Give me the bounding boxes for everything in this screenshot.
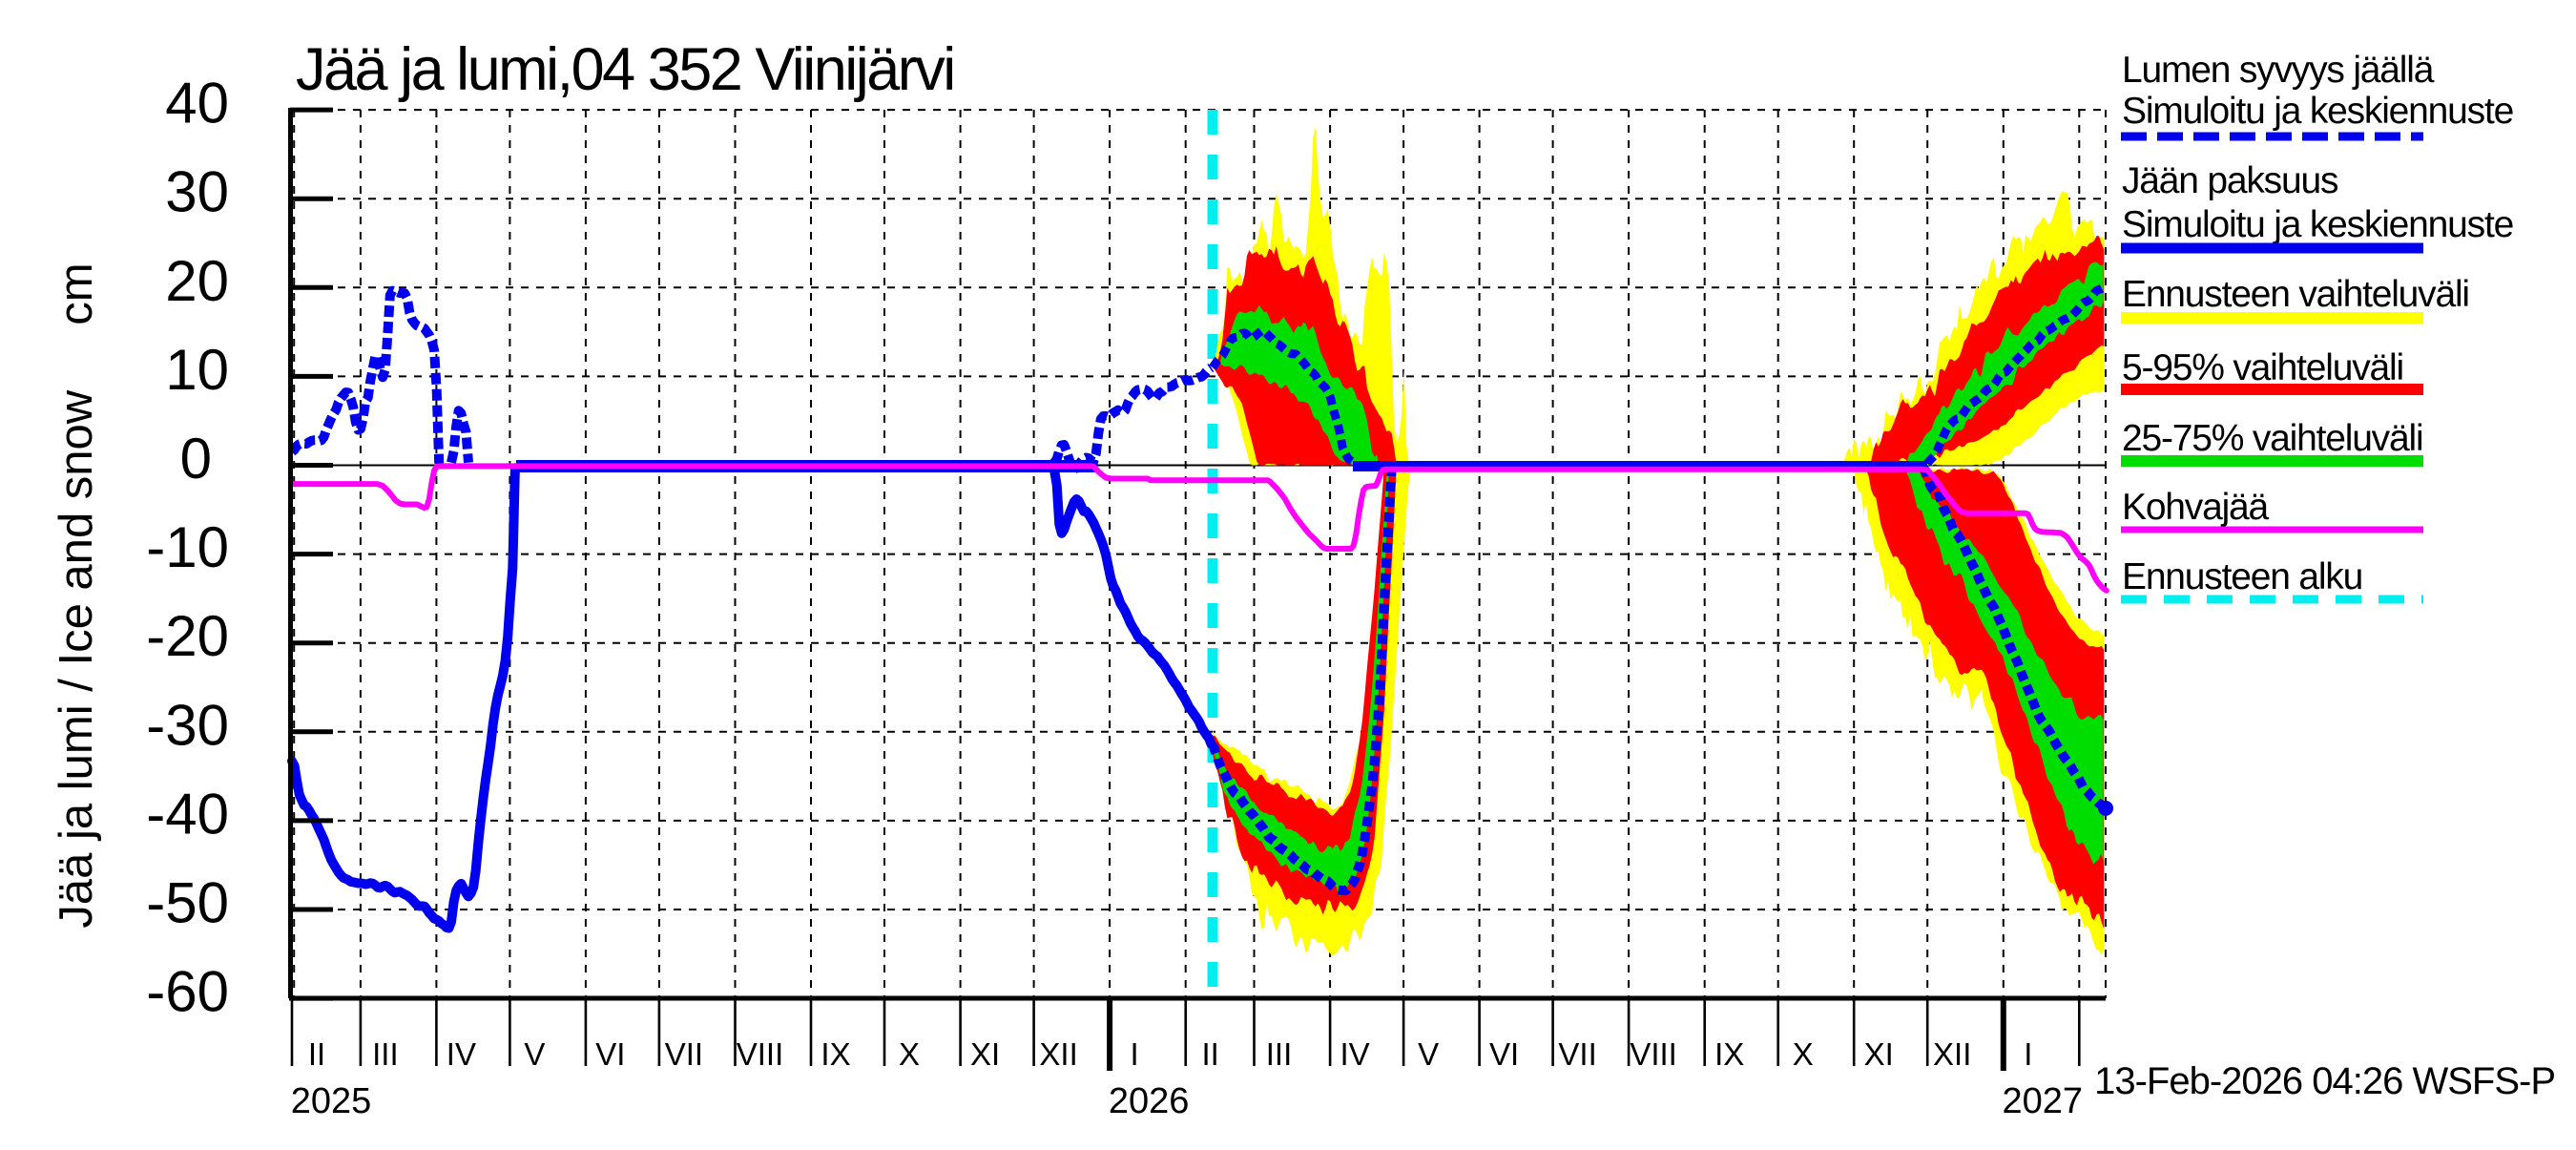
svg-text:Kohvajää: Kohvajää <box>2122 487 2270 528</box>
svg-text:X: X <box>1793 1036 1814 1072</box>
svg-text:Ennusteen vaihteluväli: Ennusteen vaihteluväli <box>2122 274 2469 315</box>
svg-text:I: I <box>1131 1036 1139 1072</box>
svg-text:XII: XII <box>1039 1036 1077 1072</box>
svg-text:IV: IV <box>1340 1036 1370 1072</box>
svg-text:Ennusteen alku: Ennusteen alku <box>2122 556 2362 597</box>
svg-text:2025: 2025 <box>291 1081 372 1121</box>
svg-text:25-75% vaihteluväli: 25-75% vaihteluväli <box>2122 418 2422 459</box>
svg-text:II: II <box>308 1036 325 1072</box>
svg-text:10: 10 <box>165 338 229 402</box>
svg-text:V: V <box>1418 1036 1439 1072</box>
svg-text:VIII: VIII <box>1630 1036 1677 1072</box>
svg-text:XII: XII <box>1933 1036 1971 1072</box>
svg-text:V: V <box>524 1036 545 1072</box>
svg-text:IV: IV <box>447 1036 476 1072</box>
svg-text:IX: IX <box>1714 1036 1744 1072</box>
svg-text:20: 20 <box>165 249 229 313</box>
svg-text:-10: -10 <box>146 515 229 579</box>
svg-text:40: 40 <box>165 72 229 136</box>
svg-text:VI: VI <box>1489 1036 1519 1072</box>
svg-text:Jään paksuus: Jään paksuus <box>2122 160 2338 201</box>
svg-text:-40: -40 <box>146 782 229 846</box>
svg-text:XI: XI <box>970 1036 1000 1072</box>
svg-text:Lumen syvyys jäällä: Lumen syvyys jäällä <box>2122 50 2435 91</box>
svg-text:Simuloitu ja keskiennuste: Simuloitu ja keskiennuste <box>2122 91 2513 132</box>
svg-text:IX: IX <box>821 1036 850 1072</box>
svg-text:II: II <box>1202 1036 1219 1072</box>
svg-text:13-Feb-2026 04:26 WSFS-P: 13-Feb-2026 04:26 WSFS-P <box>2094 1060 2555 1102</box>
svg-text:0: 0 <box>180 427 212 491</box>
svg-text:-60: -60 <box>146 960 229 1024</box>
svg-text:VII: VII <box>665 1036 703 1072</box>
svg-text:-50: -50 <box>146 871 229 935</box>
svg-text:2027: 2027 <box>2003 1081 2084 1121</box>
svg-text:I: I <box>2024 1036 2032 1072</box>
svg-text:XI: XI <box>1864 1036 1894 1072</box>
svg-text:-30: -30 <box>146 693 229 757</box>
svg-text:5-95% vaihteluväli: 5-95% vaihteluväli <box>2122 347 2403 388</box>
svg-text:VI: VI <box>595 1036 625 1072</box>
svg-text:-20: -20 <box>146 604 229 668</box>
svg-text:X: X <box>899 1036 920 1072</box>
svg-text:VII: VII <box>1558 1036 1596 1072</box>
svg-text:Jää ja lumi / Ice and snow: Jää ja lumi / Ice and snow cm <box>51 262 102 928</box>
svg-text:VIII: VIII <box>737 1036 784 1072</box>
svg-text:30: 30 <box>165 160 229 224</box>
svg-text:Simuloitu ja keskiennuste: Simuloitu ja keskiennuste <box>2122 204 2513 245</box>
svg-text:III: III <box>372 1036 399 1072</box>
svg-text:2026: 2026 <box>1109 1081 1190 1121</box>
svg-text:Jää ja lumi,04 352 Viinijärvi: Jää ja lumi,04 352 Viinijärvi <box>296 36 954 103</box>
svg-text:III: III <box>1266 1036 1293 1072</box>
